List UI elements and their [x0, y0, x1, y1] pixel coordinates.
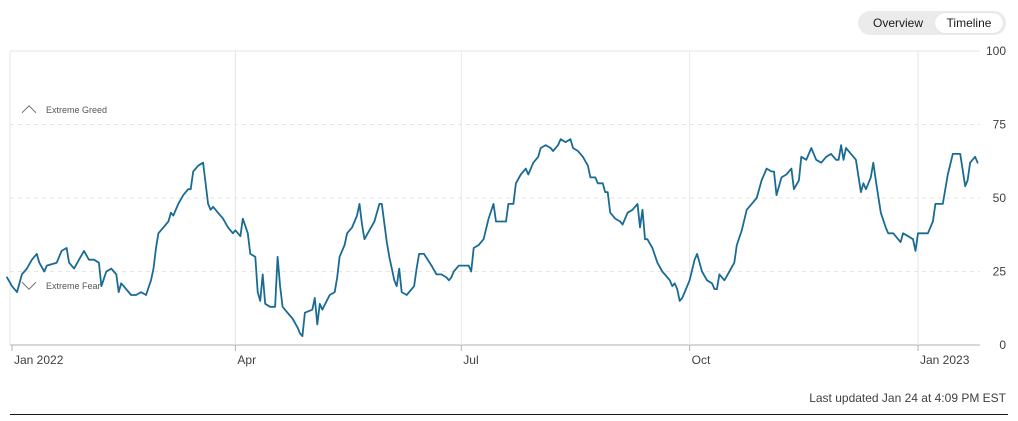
y-tick-label: 50: [993, 191, 1007, 205]
last-updated-text: Last updated Jan 24 at 4:09 PM EST: [809, 391, 1006, 405]
gridlines: [9, 50, 980, 346]
series-layer: [6, 138, 979, 338]
bottom-divider: [10, 414, 1008, 415]
y-tick-label: 100: [986, 44, 1006, 58]
y-tick-label: 75: [993, 118, 1007, 132]
zone-annotations: Extreme Greed Extreme Fear: [21, 105, 107, 291]
extreme-fear-annotation: Extreme Fear: [21, 281, 101, 291]
annotation-label: Extreme Greed: [46, 105, 107, 115]
x-tick-label: Jan 2022: [14, 353, 64, 367]
chevron-down-icon: [21, 281, 37, 290]
series-line-0: [6, 138, 979, 338]
x-tick-label: Oct: [692, 353, 711, 367]
timeline-tab[interactable]: Timeline: [935, 13, 1003, 33]
x-tick-label: Jul: [463, 353, 478, 367]
x-axis: Jan 2022 Apr Jul Oct Jan 2023: [11, 345, 970, 367]
view-toggle: Overview Timeline: [858, 11, 1006, 35]
chevron-up-icon: [21, 105, 37, 114]
annotation-label: Extreme Fear: [46, 281, 101, 291]
x-tick-label: Apr: [237, 353, 256, 367]
y-tick-label: 0: [999, 338, 1006, 352]
extreme-greed-annotation: Extreme Greed: [21, 105, 107, 115]
y-axis: 0 25 50 75 100: [986, 44, 1006, 352]
y-tick-label: 25: [993, 265, 1007, 279]
x-tick-label: Jan 2023: [920, 353, 970, 367]
overview-tab[interactable]: Overview: [872, 16, 923, 30]
